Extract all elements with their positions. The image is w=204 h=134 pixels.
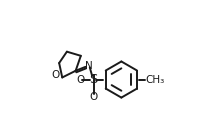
Text: O: O [76, 75, 84, 85]
Text: O: O [89, 92, 97, 102]
Text: CH₃: CH₃ [145, 75, 164, 85]
Text: O: O [51, 70, 59, 80]
Text: N: N [84, 61, 92, 71]
Text: S: S [89, 73, 98, 86]
